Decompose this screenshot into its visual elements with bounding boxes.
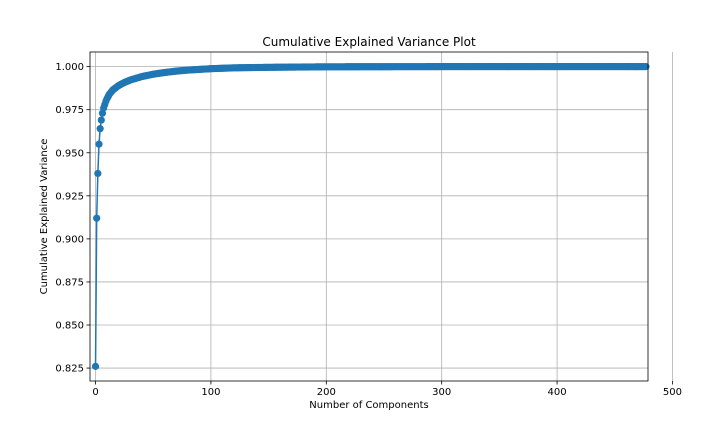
data-point [93, 214, 101, 222]
series-layer [91, 63, 650, 370]
y-axis-ticks: 0.825 0.850 0.875 0.900 0.925 0.950 0.975 1.000 [55, 62, 90, 375]
x-tick-label: 400 [548, 387, 567, 398]
y-tick-label: 0.850 [55, 321, 84, 332]
x-tick-label: 100 [201, 387, 220, 398]
y-tick-label: 1.000 [55, 62, 84, 73]
chart-title: Cumulative Explained Variance Plot [262, 35, 476, 49]
data-point [94, 169, 102, 178]
x-axis-label: Number of Components [309, 400, 428, 411]
plot-area-background [90, 52, 648, 381]
plot-frame [89, 51, 649, 382]
data-point [97, 116, 105, 124]
x-axis-ticks: 0 100 200 300 400 500 [92, 381, 682, 398]
data-point [91, 362, 100, 370]
x-tick-label: 500 [663, 387, 682, 398]
y-tick-label: 0.975 [55, 105, 84, 116]
y-tick-label: 0.925 [55, 191, 84, 202]
y-tick-label: 0.825 [55, 364, 84, 375]
x-tick-label: 0 [92, 387, 98, 398]
x-tick-label: 200 [317, 387, 336, 398]
data-point [642, 63, 650, 71]
x-tick-label: 300 [432, 387, 451, 398]
y-tick-label: 0.875 [55, 277, 84, 288]
data-point [96, 125, 104, 133]
data-point [95, 140, 103, 148]
y-axis-label: Cumulative Explained Variance [39, 139, 50, 295]
y-tick-label: 0.900 [55, 234, 84, 245]
y-tick-label: 0.950 [55, 148, 84, 159]
